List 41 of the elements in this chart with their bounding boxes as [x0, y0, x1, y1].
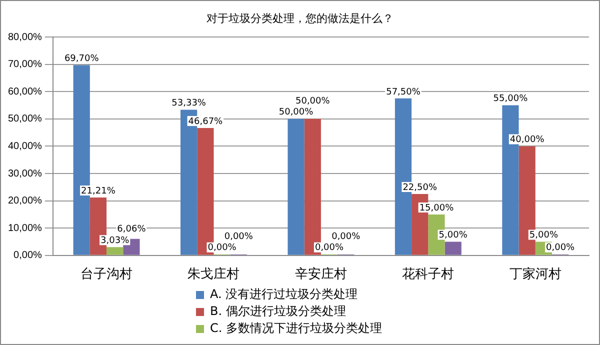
data-label: 69,70%: [64, 54, 100, 64]
data-label: 0,00%: [332, 232, 361, 242]
x-tick-label: 台子沟村: [80, 266, 133, 281]
bar: [444, 242, 462, 255]
y-tick-label: 50,00%: [8, 114, 42, 125]
y-tick-label: 10,00%: [8, 222, 42, 234]
data-label: 21,21%: [81, 186, 116, 196]
x-tick-label: 朱戈庄村: [188, 266, 240, 281]
data-label: 53,33%: [172, 98, 206, 109]
chart-title: 对于垃圾分类处理，您的做法是什么？: [206, 11, 394, 26]
bar: [106, 247, 124, 255]
y-tick-label: 0,00%: [14, 250, 42, 262]
legend-label: B. 偶尔进行垃圾分类处理: [210, 303, 346, 320]
y-tick-label: 80,00%: [8, 32, 42, 43]
data-label: 0,00%: [208, 243, 237, 254]
data-label: 55,00%: [493, 94, 528, 104]
bar: [288, 118, 304, 255]
data-label: 0,00%: [314, 243, 344, 254]
data-label: 50,00%: [278, 108, 314, 118]
legend-label: C. 多数情况下进行垃圾分类处理: [210, 320, 382, 337]
data-label: 15,00%: [419, 203, 454, 214]
y-tick-label: 70,00%: [8, 59, 42, 70]
data-label: 5,00%: [529, 230, 558, 241]
y-tick-label: 30,00%: [8, 168, 42, 180]
data-label: 57,50%: [386, 87, 421, 98]
data-label: 50,00%: [295, 96, 330, 107]
y-tick-label: 20,00%: [8, 196, 42, 207]
data-label: 40,00%: [510, 135, 545, 146]
data-label: 0,00%: [224, 232, 254, 242]
x-tick-label: 丁家河村: [509, 266, 562, 281]
x-tick-label: 花科子村: [402, 266, 454, 281]
data-label: 46,67%: [188, 116, 224, 127]
data-label: 0,00%: [546, 243, 576, 254]
data-label: 6,06%: [117, 224, 146, 235]
x-tick-label: 辛安庄村: [294, 266, 347, 281]
legend-label: A. 没有进行过垃圾分类处理: [210, 286, 358, 303]
y-tick-label: 60,00%: [8, 86, 42, 98]
y-tick-label: 40,00%: [8, 140, 42, 152]
data-label: 5,00%: [438, 230, 468, 241]
data-label: 22,50%: [402, 182, 438, 193]
data-label: 3,03%: [100, 236, 130, 246]
